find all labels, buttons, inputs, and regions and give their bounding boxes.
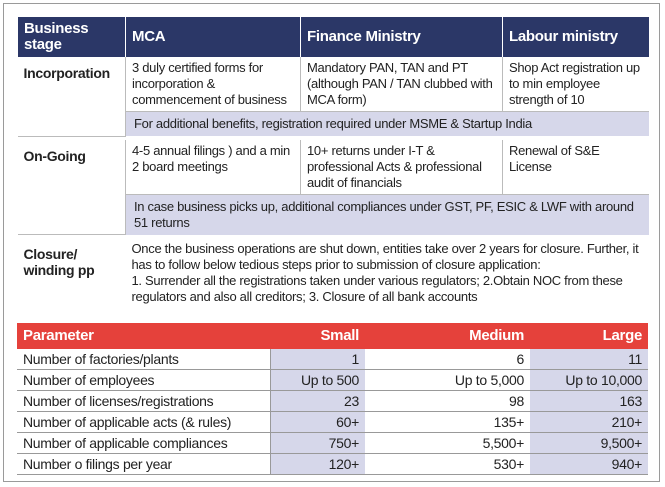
frame — [3, 3, 660, 482]
cell: 120+ — [270, 453, 365, 475]
header-cell: Large — [530, 323, 648, 349]
row-label: Number of applicable acts (& rules) — [17, 411, 271, 433]
table-row: Number of licenses/registrations 23 98 163 — [17, 390, 648, 412]
cell: Mandatory PAN, TAN and PT (although PAN … — [300, 57, 503, 112]
cell: 6 — [365, 349, 530, 370]
note: For additional benefits, registration re… — [125, 111, 649, 136]
cell: 4-5 annual filings ) and a min 2 board m… — [125, 139, 301, 195]
header-cell: MCA — [125, 17, 301, 57]
table-row: Number of applicable compliances 750+ 5,50… — [17, 432, 648, 454]
cell: Up to 5,000 — [365, 369, 530, 391]
cell: Shop Act registration up to min employee… — [502, 57, 649, 112]
header-cell: Small — [270, 323, 365, 349]
header-cell: Finance Ministry — [300, 17, 503, 57]
cell: Up to 10,000 — [530, 369, 648, 391]
cell: 163 — [530, 390, 648, 412]
cell: 23 — [270, 390, 365, 412]
stage-row: Closure/ winding pp Once the business op… — [18, 238, 649, 308]
cell: 9,500+ — [530, 432, 648, 454]
paragraph: 1. Surrender all the registrations taken… — [131, 273, 623, 304]
header-cell: Medium — [365, 323, 530, 349]
row-label: Number of licenses/registrations — [17, 390, 271, 412]
row-label: Number of factories/plants — [17, 349, 271, 370]
size-table: Parameter Small Medium Large Number of fact… — [17, 323, 648, 475]
stage-label: Closure/ winding pp — [23, 246, 95, 278]
note: In case business picks up, additional co… — [125, 194, 649, 235]
stages-table: Business stage MCA Finance Ministry Labo… — [17, 17, 649, 308]
note-row: For additional benefits, registration re… — [18, 111, 649, 136]
row-label: Number o filings per year — [17, 453, 271, 475]
stage-label: On-Going — [17, 139, 126, 235]
header-cell: Business stage — [17, 17, 126, 57]
cell: 5,500+ — [365, 432, 530, 454]
cell: 1 — [270, 349, 365, 370]
cell: 210+ — [530, 411, 648, 433]
table-row: Number o filings per year 120+ 530+ 940+ — [17, 453, 648, 475]
cell: 3 duly certified forms for incorporation… — [125, 57, 301, 112]
row-label: Number of applicable compliances — [17, 432, 271, 454]
note-row: In case business picks up, additional co… — [18, 194, 649, 235]
cell: 750+ — [270, 432, 365, 454]
header-row: Business stage MCA Finance Ministry Labo… — [17, 17, 649, 57]
cell: Renewal of S&E License — [502, 139, 649, 195]
stage-row: On-Going 4-5 annual filings ) and a min … — [17, 139, 649, 235]
cell: 940+ — [530, 453, 648, 475]
header-cell: Labour ministry — [502, 17, 649, 57]
table-row: Number of applicable acts (& rules) 60+ 13… — [17, 411, 648, 433]
cell: Up to 500 — [270, 369, 365, 391]
table-row: Number of employees Up to 500 Up to 5,000 U… — [17, 369, 648, 391]
header-cell: Parameter — [17, 323, 270, 349]
cell: 11 — [530, 349, 648, 370]
row-label: Number of employees — [17, 369, 271, 391]
header-row: Parameter Small Medium Large — [17, 323, 648, 349]
cell: 10+ returns under I-T & professional Act… — [300, 139, 503, 195]
cell: 530+ — [365, 453, 530, 475]
cell: 60+ — [270, 411, 365, 433]
table-row: Number of factories/plants 1 6 11 — [17, 349, 648, 370]
paragraph: Once the business operations are shut do… — [131, 241, 639, 272]
cell: 135+ — [365, 411, 530, 433]
stage-label: Incorporation — [17, 57, 126, 137]
cell: 98 — [365, 390, 530, 412]
closure-text: Once the business operations are shut do… — [126, 238, 649, 308]
stage-row: Incorporation 3 duly certified forms for… — [17, 57, 649, 137]
